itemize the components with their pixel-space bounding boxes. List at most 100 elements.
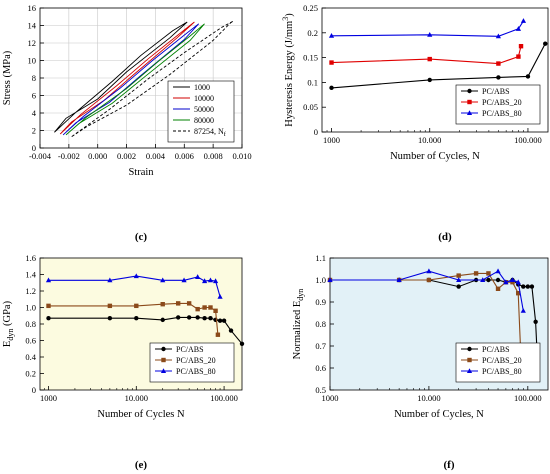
data-point bbox=[217, 293, 223, 299]
data-point bbox=[329, 85, 334, 91]
y-tick-label: 12 bbox=[28, 38, 37, 48]
plot-frame bbox=[321, 7, 549, 133]
y-tick-label: 14 bbox=[28, 21, 37, 31]
legend-marker bbox=[466, 368, 473, 373]
chart-panel-2: 1000 10.000 100.000 0 0.2 0.4 0.6 0.8 1.0 1.2 1.4 1… bbox=[2, 253, 245, 471]
series-line-2 bbox=[330, 270, 524, 311]
data-point bbox=[516, 54, 521, 59]
data-point bbox=[195, 274, 201, 279]
legend-label: PC/ABS_20 bbox=[176, 356, 216, 365]
x-tick-label: 0.004 bbox=[146, 151, 166, 161]
y-tick-label: 0.5 bbox=[315, 385, 326, 395]
legend-label: 80000 bbox=[194, 116, 214, 125]
data-point bbox=[456, 284, 461, 289]
legend-marker bbox=[466, 110, 473, 115]
y-tick-label: 4 bbox=[32, 108, 37, 118]
legend: PC/ABS PC/ABS_20 PC/ABS_80 bbox=[149, 342, 235, 383]
legend-marker bbox=[160, 368, 167, 373]
data-point bbox=[515, 26, 522, 31]
y-tick-label: 0.7 bbox=[315, 341, 326, 351]
data-point bbox=[327, 277, 333, 282]
data-point bbox=[427, 31, 433, 37]
data-point bbox=[107, 316, 113, 321]
x-tick-label: 10.000 bbox=[125, 393, 148, 403]
data-point bbox=[46, 316, 51, 321]
x-tick-label: 10.000 bbox=[418, 135, 441, 145]
data-point bbox=[495, 286, 501, 291]
data-point bbox=[195, 306, 200, 312]
data-point bbox=[175, 301, 181, 306]
y-axis-label: Hysteresis Energy (J/mm3) bbox=[281, 13, 295, 127]
data-point bbox=[495, 268, 501, 274]
y-tick-label: 10 bbox=[28, 56, 37, 66]
data-point bbox=[207, 277, 214, 283]
data-point bbox=[107, 277, 113, 283]
data-point bbox=[215, 332, 221, 337]
data-point bbox=[543, 41, 548, 46]
data-point bbox=[529, 284, 535, 289]
data-point bbox=[134, 303, 139, 309]
data-point bbox=[212, 278, 219, 284]
data-point bbox=[520, 18, 527, 23]
y-axis-label: Stress (MPa) bbox=[2, 50, 13, 105]
data-point bbox=[133, 273, 139, 279]
data-point bbox=[456, 273, 461, 278]
data-point bbox=[195, 315, 200, 320]
x-tick-label: 1000 bbox=[322, 393, 339, 403]
legend-label: PC/ABS bbox=[482, 87, 510, 96]
legend-label: PC/ABS_80 bbox=[482, 367, 522, 376]
legend: PC/ABS PC/ABS_20 PC/ABS_80 bbox=[455, 342, 541, 383]
data-point bbox=[186, 315, 192, 320]
legend-label: 87254, Nf bbox=[194, 127, 227, 138]
data-point bbox=[221, 318, 227, 323]
x-tick-label: 1000 bbox=[323, 135, 340, 145]
x-tick-label: 1000 bbox=[40, 393, 57, 403]
legend-label: 10000 bbox=[194, 94, 214, 103]
legend-label: PC/ABS_20 bbox=[482, 356, 522, 365]
data-point bbox=[509, 277, 516, 282]
y-axis-label: Edyn (GPa) bbox=[2, 300, 15, 347]
x-tick-label: -0.002 bbox=[58, 151, 80, 161]
x-tick-label: 100.000 bbox=[514, 135, 542, 145]
y-tick-label: 0.2 bbox=[307, 28, 318, 38]
data-point bbox=[186, 301, 192, 306]
data-point bbox=[426, 268, 432, 274]
data-point bbox=[525, 74, 531, 79]
data-point bbox=[495, 33, 501, 39]
data-point bbox=[495, 277, 501, 283]
legend-marker bbox=[467, 346, 472, 352]
data-point bbox=[208, 316, 213, 321]
data-point bbox=[328, 32, 335, 38]
data-point bbox=[213, 308, 218, 313]
legend-label: 1000 bbox=[194, 83, 210, 92]
series-line-1 bbox=[59, 21, 195, 135]
x-tick-label: 0.006 bbox=[175, 151, 194, 161]
y-tick-label: 0.25 bbox=[303, 3, 318, 13]
legend-label: PC/ABS_80 bbox=[176, 367, 216, 376]
data-point bbox=[521, 284, 526, 289]
y-tick-label: 0.6 bbox=[25, 336, 36, 346]
data-point bbox=[160, 302, 165, 307]
y-tick-label: 0.4 bbox=[25, 352, 36, 362]
y-tick-label: 1.0 bbox=[25, 303, 36, 313]
data-point bbox=[396, 277, 402, 282]
data-point bbox=[202, 316, 207, 321]
data-point bbox=[160, 277, 166, 283]
panel-label: (d) bbox=[438, 231, 452, 243]
x-axis-label: Number of Cycles, N bbox=[390, 151, 480, 162]
panel-label: (c) bbox=[135, 231, 148, 243]
y-tick-label: 0.05 bbox=[303, 102, 318, 112]
data-point bbox=[46, 303, 51, 309]
x-tick-label: 0.000 bbox=[88, 151, 107, 161]
data-point bbox=[202, 305, 207, 310]
y-tick-label: 1.2 bbox=[25, 286, 36, 296]
data-point bbox=[426, 277, 432, 283]
y-tick-label: 0.9 bbox=[315, 297, 326, 307]
legend-label: PC/ABS bbox=[482, 345, 510, 354]
data-point bbox=[239, 341, 245, 346]
y-tick-label: 0.1 bbox=[307, 77, 318, 87]
data-point bbox=[515, 279, 521, 285]
y-tick-label: 2 bbox=[32, 126, 36, 136]
x-tick-label: 100.000 bbox=[210, 393, 238, 403]
data-point bbox=[202, 278, 208, 284]
